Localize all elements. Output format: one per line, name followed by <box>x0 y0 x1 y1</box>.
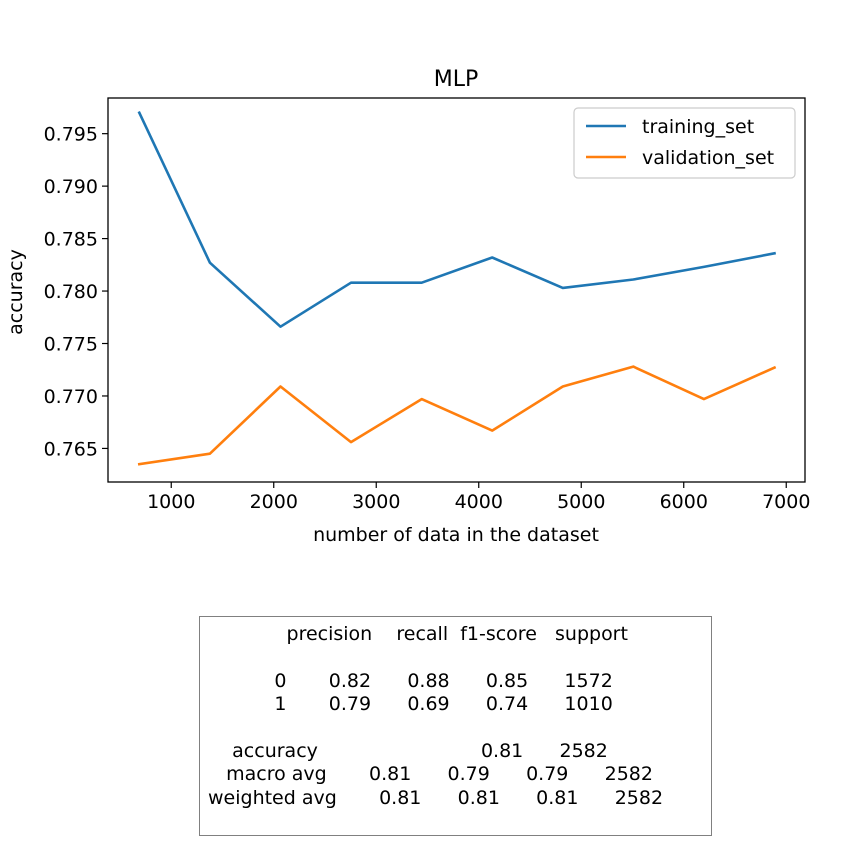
y-tick-label: 0.790 <box>44 176 98 198</box>
x-tick-label: 2000 <box>250 491 298 513</box>
y-tick-label: 0.770 <box>44 386 98 408</box>
y-tick-label: 0.765 <box>44 438 98 460</box>
legend-box <box>573 107 796 179</box>
chart-title: MLP <box>434 67 479 92</box>
x-tick-label: 4000 <box>455 491 503 513</box>
series-line-training-set <box>137 110 777 329</box>
x-tick-label: 3000 <box>352 491 400 513</box>
classification-report: precision recall f1-score support 0 0.82… <box>199 616 712 836</box>
x-tick-label: 1000 <box>147 491 195 513</box>
y-tick-label: 0.780 <box>44 281 98 303</box>
plot-area: 1000 2000 3000 4000 5000 6000 7000 0.765 0.770 0.… <box>44 97 810 513</box>
x-axis-label: number of data in the dataset <box>313 524 599 546</box>
legend-label-validation-set: validation_set <box>642 147 774 169</box>
y-tick-label: 0.775 <box>44 334 98 356</box>
series-line-validation-set <box>137 365 777 466</box>
x-tick-label: 7000 <box>762 491 810 513</box>
legend-label-training-set: training_set <box>642 116 754 138</box>
plot-frame <box>107 97 806 483</box>
y-tick-label: 0.785 <box>44 229 98 251</box>
classification-report-text: precision recall f1-score support 0 0.82… <box>208 623 664 809</box>
x-tick-label: 5000 <box>557 491 605 513</box>
y-axis-label: accuracy <box>5 249 27 335</box>
x-tick-label: 6000 <box>660 491 708 513</box>
y-tick-label: 0.795 <box>44 124 98 146</box>
